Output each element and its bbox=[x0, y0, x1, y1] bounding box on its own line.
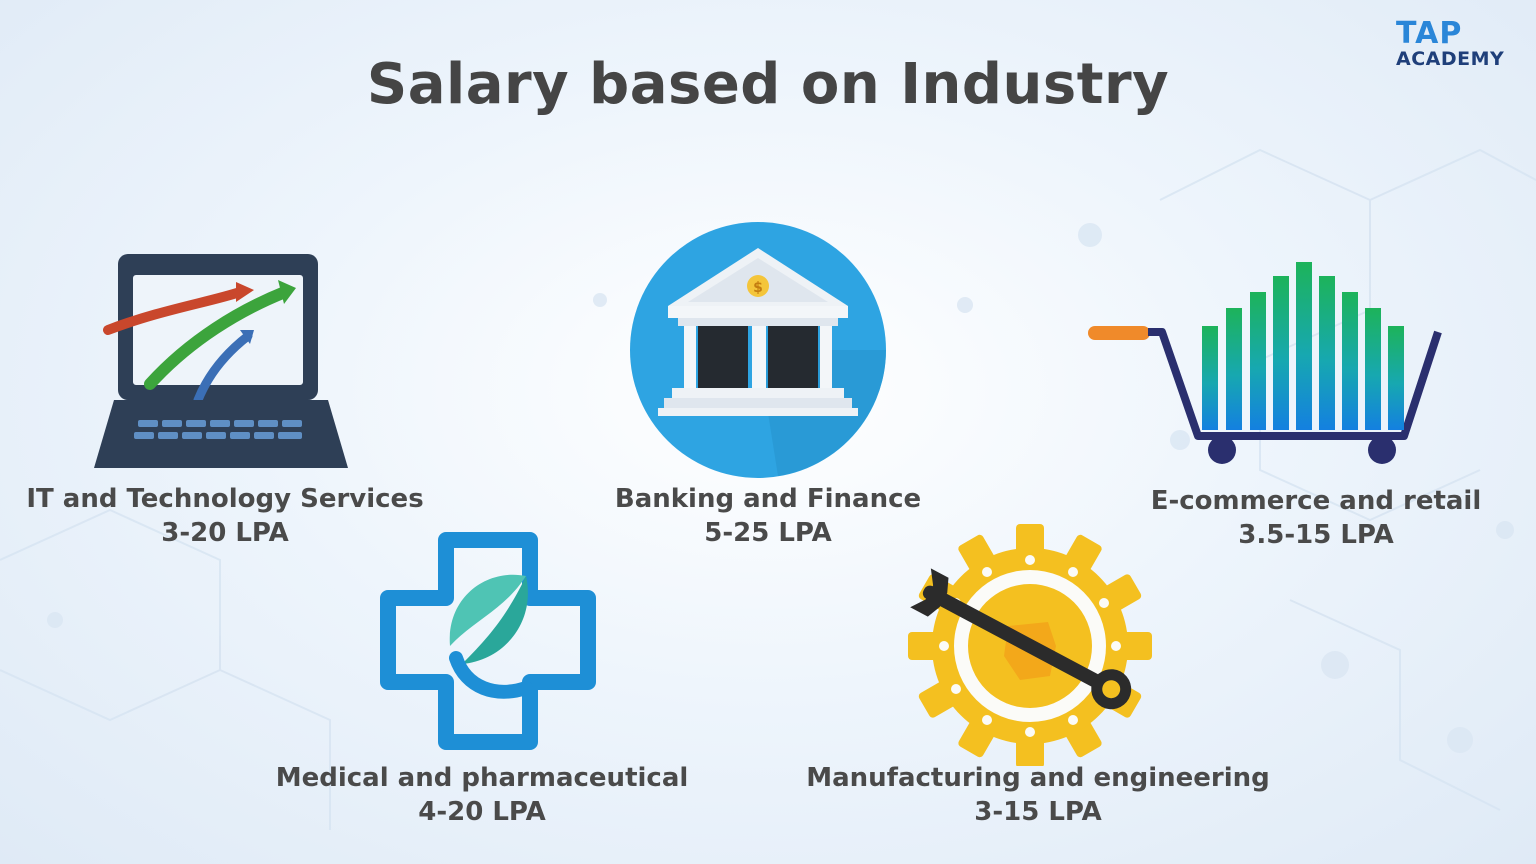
tap-academy-logo: TAP ACADEMY bbox=[1396, 16, 1524, 72]
industry-name: Medical and pharmaceutical bbox=[275, 763, 689, 793]
industry-name: Manufacturing and engineering bbox=[806, 763, 1270, 793]
industry-name: IT and Technology Services bbox=[26, 484, 424, 514]
industry-banking-label: Banking and Finance 5-25 LPA bbox=[568, 482, 968, 550]
bank-icon: $ bbox=[630, 222, 886, 478]
svg-text:$: $ bbox=[753, 280, 763, 296]
medical-cross-icon bbox=[380, 532, 596, 750]
industry-name: Banking and Finance bbox=[614, 484, 922, 514]
page-title: Salary based on Industry bbox=[366, 52, 1170, 117]
industry-salary: 5-25 LPA bbox=[704, 518, 832, 548]
industry-medical-label: Medical and pharmaceutical 4-20 LPA bbox=[262, 761, 702, 829]
industry-ecommerce-label: E-commerce and retail 3.5-15 LPA bbox=[1116, 484, 1516, 552]
industry-manufacturing-label: Manufacturing and engineering 3-15 LPA bbox=[788, 761, 1288, 829]
industry-salary: 3-20 LPA bbox=[161, 518, 289, 548]
logo-line-1: TAP bbox=[1396, 16, 1463, 51]
logo-line-2: ACADEMY bbox=[1396, 48, 1505, 70]
shopping-cart-chart-icon bbox=[1088, 262, 1442, 464]
industry-salary: 3.5-15 LPA bbox=[1238, 520, 1394, 550]
industry-it-label: IT and Technology Services 3-20 LPA bbox=[10, 482, 440, 550]
industry-salary: 3-15 LPA bbox=[974, 797, 1102, 827]
gear-wrench-icon bbox=[908, 524, 1152, 766]
industry-salary: 4-20 LPA bbox=[418, 797, 546, 827]
industry-name: E-commerce and retail bbox=[1150, 486, 1482, 516]
laptop-growth-icon bbox=[94, 254, 348, 468]
